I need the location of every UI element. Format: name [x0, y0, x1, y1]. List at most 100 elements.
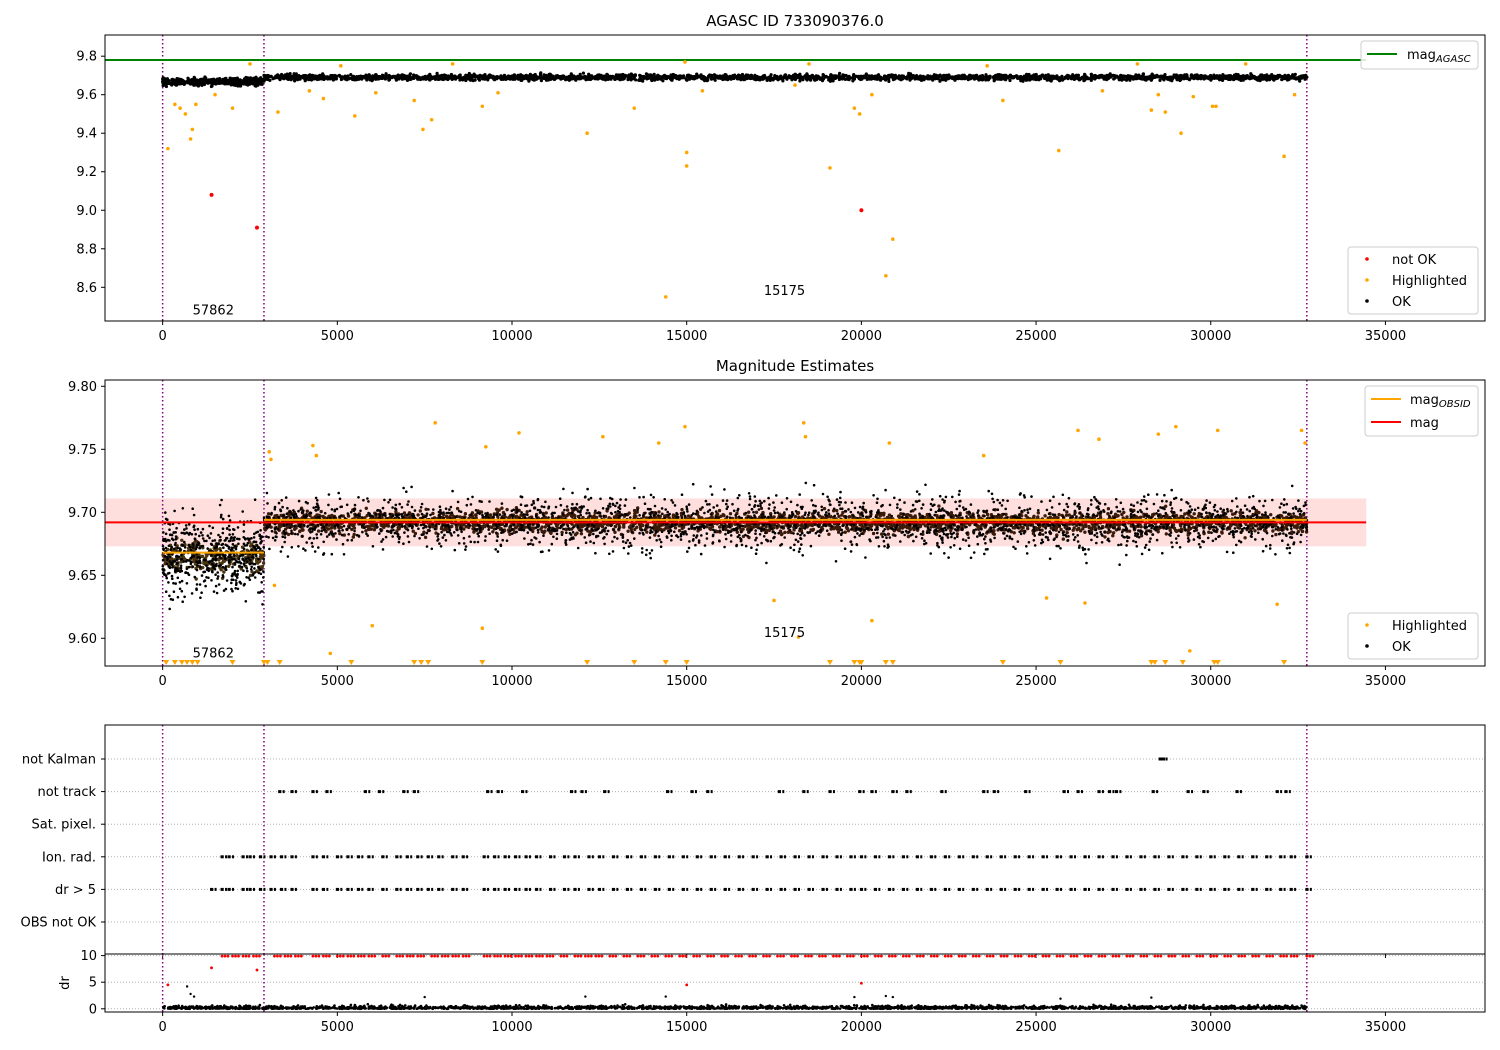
ok-point — [1137, 73, 1141, 77]
ok-point — [1305, 75, 1309, 79]
ok-point — [628, 77, 632, 81]
ok-core-point — [423, 535, 428, 540]
ok-point — [957, 76, 962, 80]
ok-point — [464, 78, 468, 83]
ok-point — [1117, 78, 1121, 82]
ok-core-point — [613, 524, 618, 529]
x-tick-label: 25000 — [1015, 329, 1056, 344]
ok-core-point — [1064, 513, 1069, 517]
ok-point — [708, 73, 712, 77]
ok-core-point — [1243, 536, 1247, 540]
ok-point — [402, 73, 406, 78]
ok-core-point — [455, 525, 459, 529]
ok-point — [883, 75, 887, 79]
top-panel-axes: 8.68.89.09.29.49.69.80 5000 10000 15000 2000… — [76, 50, 1406, 344]
x-tick-label: 20000 — [841, 329, 882, 344]
ok-point — [761, 74, 765, 78]
highlighted-point — [1214, 104, 1218, 109]
ok-point — [1083, 75, 1087, 79]
ok-point — [228, 79, 232, 83]
ok-core-point — [539, 527, 543, 531]
ok-point — [324, 75, 328, 79]
ok-point — [428, 78, 432, 82]
ok-point — [370, 79, 374, 83]
ok-point — [805, 72, 809, 76]
ok-point — [677, 77, 681, 81]
ok-core-point — [680, 507, 684, 512]
highlighted-point — [585, 131, 589, 136]
ok-point — [199, 81, 203, 85]
ok-point — [940, 76, 945, 80]
ok-point — [1100, 74, 1104, 78]
highlighted-point — [321, 96, 326, 101]
ok-point — [1155, 73, 1159, 77]
x-tick-label: 15000 — [666, 329, 707, 344]
highlighted-point — [683, 60, 687, 64]
ok-point — [1288, 75, 1293, 79]
ok-point — [1068, 75, 1072, 79]
ok-core-point — [992, 532, 996, 536]
legend-point-label: OK — [1392, 295, 1411, 310]
ok-point — [756, 77, 760, 82]
ok-point — [491, 76, 495, 80]
ok-point — [559, 77, 563, 81]
highlighted-point — [1292, 92, 1297, 97]
ok-point — [775, 77, 779, 81]
ok-point — [1242, 76, 1246, 80]
ok-point — [782, 75, 786, 79]
ok-point — [887, 74, 891, 78]
ok-point — [287, 77, 291, 81]
ok-point — [346, 77, 351, 81]
ok-core-point — [728, 512, 733, 516]
ok-point — [397, 76, 401, 80]
ok-point — [669, 75, 673, 80]
ok-point — [1089, 72, 1093, 76]
ok-point — [1298, 77, 1302, 81]
ok-point — [252, 79, 256, 83]
legend-point-label: not OK — [1392, 253, 1437, 268]
ok-point — [212, 77, 216, 81]
ok-point — [593, 77, 597, 81]
ok-core-point — [827, 532, 831, 536]
highlighted-point — [183, 112, 188, 116]
ok-point — [519, 73, 523, 77]
ok-point — [1265, 73, 1269, 77]
ok-point — [517, 76, 521, 80]
ok-point — [298, 77, 302, 81]
top-panel-legend-lines: magAGASC — [1360, 40, 1479, 70]
ok-point — [378, 75, 383, 79]
ok-core-point — [581, 515, 585, 520]
ok-point — [920, 75, 924, 79]
ok-point — [1011, 76, 1015, 80]
ok-core-point — [1271, 529, 1275, 533]
ok-point — [651, 76, 655, 80]
ok-point — [994, 76, 998, 80]
ok-point — [1212, 75, 1216, 79]
ok-point — [1121, 77, 1125, 81]
ok-point — [1032, 75, 1037, 79]
ok-point — [581, 71, 586, 75]
ok-point — [908, 78, 912, 82]
ok-point — [1189, 73, 1194, 77]
ok-point — [452, 76, 456, 80]
ok-point — [1182, 76, 1186, 80]
highlighted-point — [891, 237, 895, 241]
top-panel-title: AGASC ID 733090376.0 — [706, 12, 884, 30]
ok-point — [294, 72, 298, 76]
ok-point — [256, 80, 260, 84]
ok-point — [388, 74, 392, 79]
ok-point — [674, 75, 678, 79]
y-tick-label: 9.0 — [76, 204, 97, 219]
ok-point — [1056, 76, 1060, 80]
ok-point — [295, 75, 299, 79]
obsid-label: 15175 — [764, 284, 805, 299]
ok-core-point — [783, 530, 787, 535]
ok-point — [840, 77, 845, 81]
ok-core-point — [1012, 531, 1016, 535]
ok-point — [729, 77, 734, 81]
ok-point — [985, 76, 989, 80]
ok-point — [745, 73, 749, 77]
ok-point — [212, 80, 216, 84]
highlighted-point — [852, 106, 857, 110]
ok-core-point — [1083, 530, 1087, 534]
